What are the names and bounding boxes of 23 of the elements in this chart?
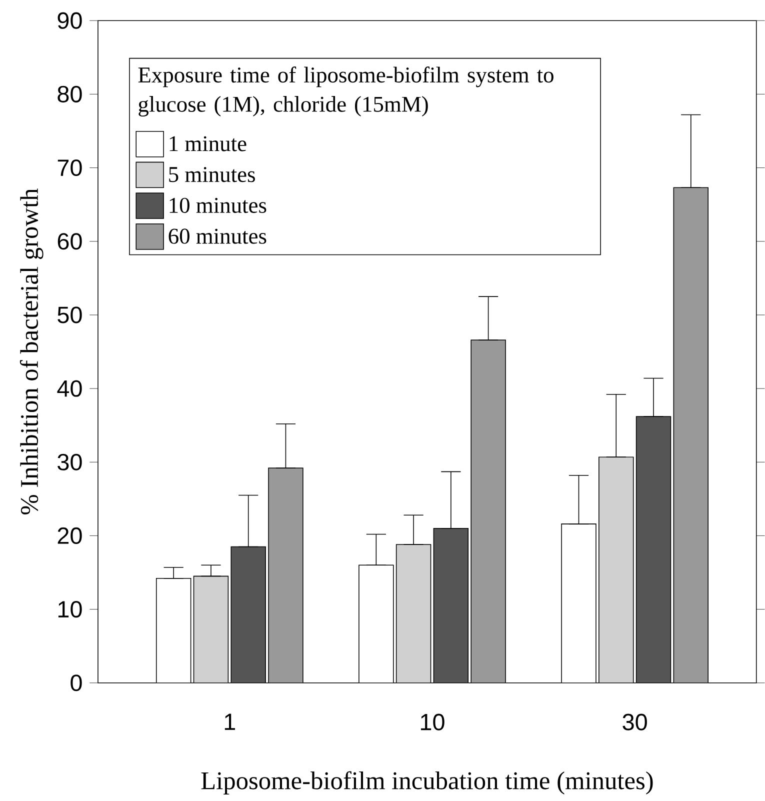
y-tick-label: 80	[58, 86, 82, 102]
y-tick-label: 40	[57, 380, 82, 397]
y-tick-label: 0	[70, 674, 82, 692]
legend-label: 60 minutes	[168, 228, 266, 244]
y-tick-label: 50	[58, 306, 82, 324]
y-tick-label: 90	[58, 12, 82, 29]
x-axis-title: Liposome-biofilm incubation time (minutes)	[201, 771, 653, 794]
x-tick-label: 1	[224, 714, 236, 730]
legend-title: Exposure time of liposome-biofilm system to glucose (1M), chloride (15mM)	[138, 66, 554, 116]
x-tick-label: 30	[622, 714, 647, 730]
y-tick-label: 30	[58, 454, 82, 470]
legend-label: 10 minutes	[170, 198, 266, 213]
legend-label: 5 minutes	[169, 167, 256, 182]
y-tick-label: 20	[58, 527, 82, 544]
legend-label: 1 minute	[170, 136, 246, 152]
y-tick-label: 70	[58, 159, 82, 176]
y-tick-label: 10	[58, 601, 82, 618]
y-axis-title: % Inhibition of bacterial growth	[20, 188, 44, 514]
bar	[673, 187, 709, 683]
x-tick-label: 10	[421, 714, 444, 730]
bar	[470, 340, 506, 683]
y-tick-label: 60	[58, 233, 82, 250]
bar	[268, 468, 304, 683]
